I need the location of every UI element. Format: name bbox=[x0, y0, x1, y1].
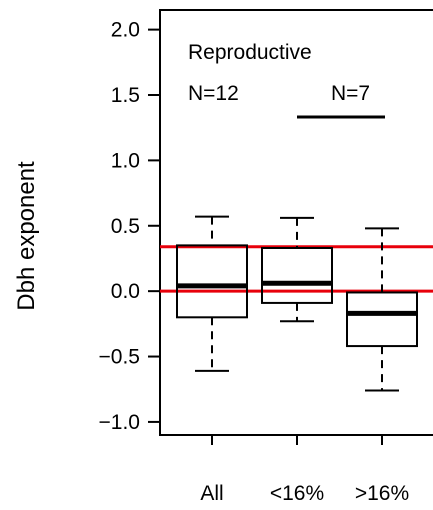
y-axis: −1.0 −0.5 0.0 0.5 1.0 1.5 2.0 bbox=[99, 19, 160, 434]
y-tick-label: −0.5 bbox=[99, 346, 140, 369]
x-tick-label: >16% bbox=[355, 482, 409, 505]
annotations: N=12 N=7 bbox=[188, 82, 385, 119]
y-tick-label: 1.5 bbox=[111, 84, 140, 107]
iqr-box bbox=[261, 247, 333, 304]
y-tick-label: 1.0 bbox=[111, 149, 140, 172]
box-2 bbox=[261, 216, 333, 323]
chart-title: Reproductive bbox=[188, 41, 312, 64]
boxes bbox=[176, 215, 418, 392]
box-3 bbox=[346, 227, 418, 392]
iqr-box bbox=[346, 291, 418, 348]
box-1 bbox=[176, 215, 248, 372]
y-tick-label: 2.0 bbox=[111, 19, 140, 42]
y-tick-label: 0.0 bbox=[111, 280, 140, 303]
iqr-box bbox=[176, 244, 248, 319]
x-tick-label: All bbox=[200, 482, 223, 505]
y-tick-label: 0.5 bbox=[111, 215, 140, 238]
annotation-n-all: N=12 bbox=[188, 82, 239, 105]
annotation-n-groups: N=7 bbox=[331, 82, 370, 105]
y-axis-label: Dbh exponent bbox=[13, 161, 40, 311]
x-tick-label: <16% bbox=[270, 482, 324, 505]
y-tick-label: −1.0 bbox=[99, 411, 140, 434]
x-axis: All <16% >16% bbox=[200, 435, 409, 505]
